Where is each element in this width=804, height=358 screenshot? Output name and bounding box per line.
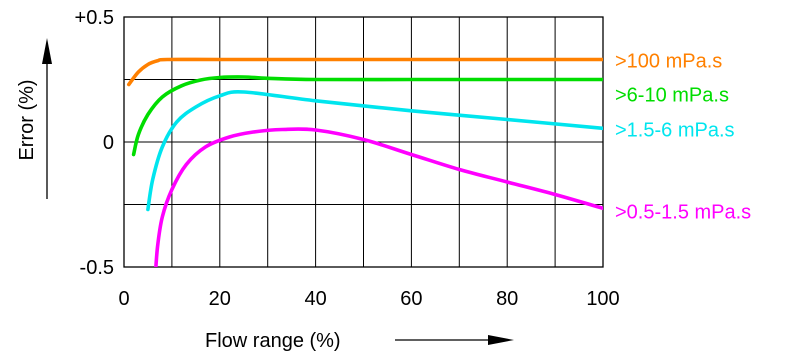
y-axis-label: Error (%) (16, 79, 38, 160)
series-label-6-10-mpa-s: >6-10 mPa.s (615, 85, 729, 107)
series-line-0-5-1-5-mpa-s (154, 127, 603, 267)
series-label-100-mpa-s: >100 mPa.s (615, 51, 722, 73)
plot-frame (123, 16, 604, 268)
x-axis-arrow (395, 335, 514, 345)
x-tick-labels: 0 20 40 60 80 100 (118, 288, 619, 310)
x-tick-label: 20 (209, 288, 231, 310)
y-tick-label: -0.5 (80, 257, 114, 279)
x-tick-label: 0 (118, 288, 129, 310)
y-axis-arrow (42, 38, 52, 199)
x-tick-label: 80 (496, 288, 518, 310)
y-tick-label: +0.5 (75, 7, 114, 29)
series-line-6-10-mpa-s (131, 75, 603, 157)
y-tick-label: 0 (103, 132, 114, 154)
y-tick-labels: +0.5 0 -0.5 (75, 7, 114, 279)
grid-lines (124, 17, 603, 267)
series-label-0-5-1-5-mpa-s: >0.5-1.5 mPa.s (615, 201, 751, 223)
x-tick-label: 40 (304, 288, 326, 310)
x-tick-label: 100 (586, 288, 619, 310)
series-line-1-5-6-mpa-s (146, 90, 603, 212)
x-axis-label: Flow range (%) (205, 330, 341, 352)
series-labels: >100 mPa.s >6-10 mPa.s >1.5-6 mPa.s >0.5-1.… (615, 51, 751, 224)
series-lines (127, 57, 603, 267)
series-line-100-mpa-s (127, 57, 603, 87)
x-tick-label: 60 (400, 288, 422, 310)
series-label-1-5-6-mpa-s: >1.5-6 mPa.s (615, 119, 735, 141)
